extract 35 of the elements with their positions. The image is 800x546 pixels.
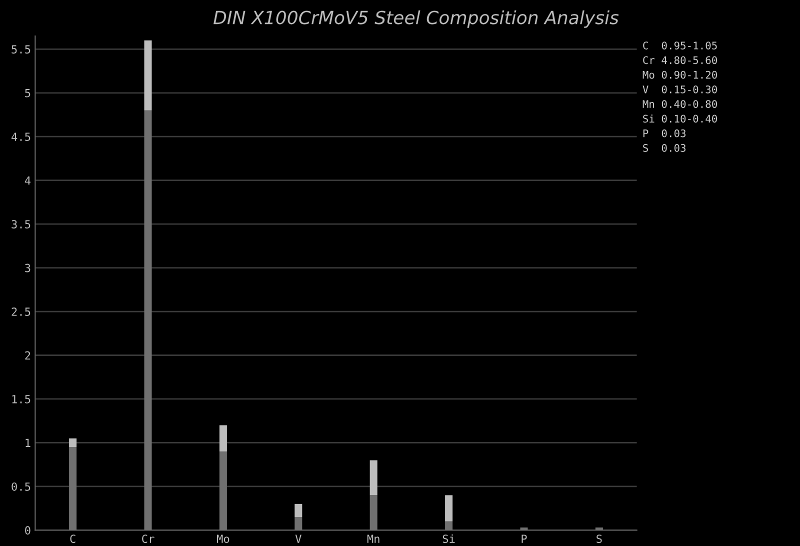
x-tick-label: Si — [442, 534, 455, 543]
text: C 0.95-1.05 — [643, 42, 717, 50]
text: Mn 0.40-0.80 — [642, 100, 717, 108]
y-tick-label: 4.5 — [12, 132, 30, 142]
y-tick-label: 5 — [25, 89, 30, 98]
x-tick-label: V — [295, 534, 302, 543]
y-tick-label: 1.5 — [12, 395, 30, 404]
y-tick-label: 3 — [25, 264, 30, 272]
x-tick-label: S — [596, 534, 602, 543]
x-tick-label: Mn — [367, 534, 380, 543]
y-tick-label: 5.5 — [12, 45, 30, 54]
text: Si 0.10-0.40 — [643, 114, 717, 123]
x-tick-label: Cr — [142, 534, 154, 543]
x-tick-label: Mo — [216, 534, 230, 543]
bar — [69, 438, 77, 448]
text: Cr 4.80-5.60 — [643, 56, 717, 64]
text: Mo 0.90-1.20 — [642, 70, 717, 79]
y-tick-label: 0.5 — [12, 482, 30, 491]
bar — [144, 40, 152, 110]
x-tick-label: P — [522, 534, 527, 543]
text: P 0.03 — [643, 129, 686, 138]
y-tick-label: 2 — [25, 351, 30, 360]
text: S 0.03 — [643, 144, 686, 152]
bar — [219, 425, 227, 452]
bar — [370, 460, 378, 496]
bar — [445, 495, 453, 522]
y-tick-label: 2.5 — [12, 308, 30, 316]
y-tick-label: 3.5 — [12, 220, 30, 228]
y-tick-label: 4 — [24, 176, 30, 185]
bar — [294, 504, 302, 518]
y-tick-label: 1 — [26, 438, 30, 447]
y-tick-label: 0 — [25, 526, 30, 535]
x-tick-label: C — [70, 534, 76, 543]
chart-title: DIN X100CrMoV5 Steel Composition Analysis — [214, 10, 619, 28]
text: V 0.15-0.30 — [642, 85, 717, 94]
